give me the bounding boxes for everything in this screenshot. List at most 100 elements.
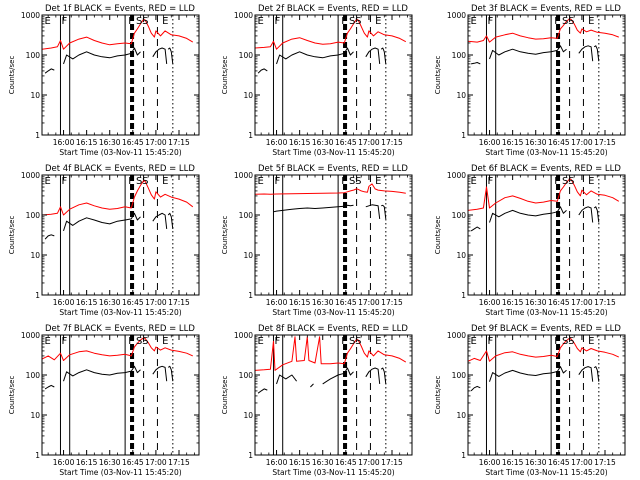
events-series-line-1 xyxy=(44,68,55,74)
phase-top-label: E xyxy=(375,336,381,347)
events-series-line-3 xyxy=(578,366,594,382)
x-axis-label: Start Time (03-Nov-11 15:45:20) xyxy=(272,148,394,157)
y-tick-label: 1000 xyxy=(234,171,253,180)
events-series-line-2 xyxy=(63,365,141,382)
events-series-line-3 xyxy=(578,206,594,223)
events-series-line-1 xyxy=(257,68,268,74)
panel-data-area xyxy=(42,15,194,135)
x-tick-label: 16:15 xyxy=(289,298,311,307)
phase-top-label: S xyxy=(349,336,355,347)
phase-top-label: S xyxy=(142,176,148,187)
y-axis-label: Counts/sec xyxy=(8,216,16,255)
lld-series-line xyxy=(468,178,620,211)
phase-top-label: F xyxy=(554,336,560,347)
lld-series-line xyxy=(255,18,407,50)
y-tick-label: 100 xyxy=(26,51,41,60)
y-axis-label: Counts/sec xyxy=(221,216,229,255)
x-tick-label: 16:30 xyxy=(312,458,334,467)
axes-frame xyxy=(41,174,200,296)
phase-marker-label: F xyxy=(274,176,280,187)
lld-series-line xyxy=(42,18,194,50)
panel-data-area xyxy=(255,15,407,135)
x-tick-label: 16:15 xyxy=(502,458,524,467)
lld-series-line xyxy=(255,183,406,195)
y-tick-label: 10 xyxy=(243,411,253,420)
y-tick-label: 1000 xyxy=(234,331,253,340)
x-tick-label: 17:15 xyxy=(381,298,403,307)
phase-top-label: E xyxy=(588,336,594,347)
y-tick-label: 1 xyxy=(461,291,466,300)
panel-data-area xyxy=(468,335,620,455)
x-tick-label: 17:00 xyxy=(571,458,593,467)
phase-top-label: F xyxy=(341,176,347,187)
y-tick-label: 10 xyxy=(456,411,466,420)
events-series-line-1 xyxy=(273,204,354,213)
lld-series-line xyxy=(42,337,194,361)
events-series-line-6 xyxy=(380,367,387,384)
phase-marker-label: F xyxy=(274,16,280,27)
y-tick-label: 100 xyxy=(239,371,254,380)
phase-top-label: S xyxy=(136,176,142,187)
y-tick-label: 1 xyxy=(248,131,253,140)
x-tick-label: 16:15 xyxy=(76,458,98,467)
x-tick-label: 16:45 xyxy=(335,458,357,467)
y-tick-label: 10 xyxy=(30,91,40,100)
lld-series-line xyxy=(468,337,620,362)
x-tick-label: 16:00 xyxy=(53,298,75,307)
y-axis-label: Counts/sec xyxy=(8,376,16,415)
phase-top-label: S xyxy=(568,16,574,27)
phase-marker-label: F xyxy=(61,336,67,347)
x-tick-label: 16:30 xyxy=(99,298,121,307)
y-tick-label: 1 xyxy=(461,131,466,140)
axes-frame xyxy=(254,334,413,456)
x-tick-label: 16:15 xyxy=(76,138,98,147)
phase-top-label: S xyxy=(349,16,355,27)
x-tick-label: 17:15 xyxy=(381,458,403,467)
phase-top-label: E xyxy=(588,16,594,27)
panel-title: Det 5f BLACK = Events, RED = LLD xyxy=(258,164,408,174)
x-axis-label: Start Time (03-Nov-11 15:45:20) xyxy=(485,148,607,157)
phase-top-label: S xyxy=(562,336,568,347)
events-series-line-5 xyxy=(365,367,381,384)
phase-top-label: F xyxy=(128,336,134,347)
events-series-line-4 xyxy=(593,206,600,223)
events-series-line-4 xyxy=(167,212,174,229)
x-tick-label: 16:30 xyxy=(525,298,547,307)
phase-marker-label: F xyxy=(274,336,280,347)
axes-frame xyxy=(467,334,626,456)
y-tick-label: 100 xyxy=(26,211,41,220)
phase-top-label: S xyxy=(136,16,142,27)
panel-data-area xyxy=(255,175,406,295)
panel-title: Det 8f BLACK = Events, RED = LLD xyxy=(258,324,408,334)
y-tick-label: 10 xyxy=(243,251,253,260)
y-tick-label: 1 xyxy=(248,451,253,460)
x-tick-label: 16:45 xyxy=(122,458,144,467)
x-tick-label: 17:00 xyxy=(145,458,167,467)
x-axis-label: Start Time (03-Nov-11 15:45:20) xyxy=(59,148,181,157)
events-series-line-1 xyxy=(470,226,481,232)
events-series-line-4 xyxy=(593,45,600,62)
x-tick-label: 16:30 xyxy=(312,138,334,147)
events-series-line-2 xyxy=(489,206,567,223)
x-tick-label: 16:15 xyxy=(502,298,524,307)
phase-top-label: E xyxy=(375,176,381,187)
phase-marker-label: E xyxy=(258,16,264,27)
y-tick-label: 100 xyxy=(239,51,254,60)
events-series-line-1 xyxy=(470,385,481,392)
x-tick-label: 16:45 xyxy=(122,138,144,147)
panel-title: Det 9f BLACK = Events, RED = LLD xyxy=(471,324,621,334)
y-tick-label: 1000 xyxy=(447,331,466,340)
x-tick-label: 16:00 xyxy=(479,458,501,467)
phase-top-label: F xyxy=(554,16,560,27)
y-axis-label: Counts/sec xyxy=(434,56,442,95)
events-series-line-4 xyxy=(167,47,174,64)
phase-top-label: E xyxy=(162,16,168,27)
axes-frame xyxy=(467,174,626,296)
x-tick-label: 16:15 xyxy=(289,138,311,147)
axes-frame xyxy=(41,14,200,136)
events-series-line-4 xyxy=(593,366,600,382)
x-axis-label: Start Time (03-Nov-11 15:45:20) xyxy=(59,308,181,317)
